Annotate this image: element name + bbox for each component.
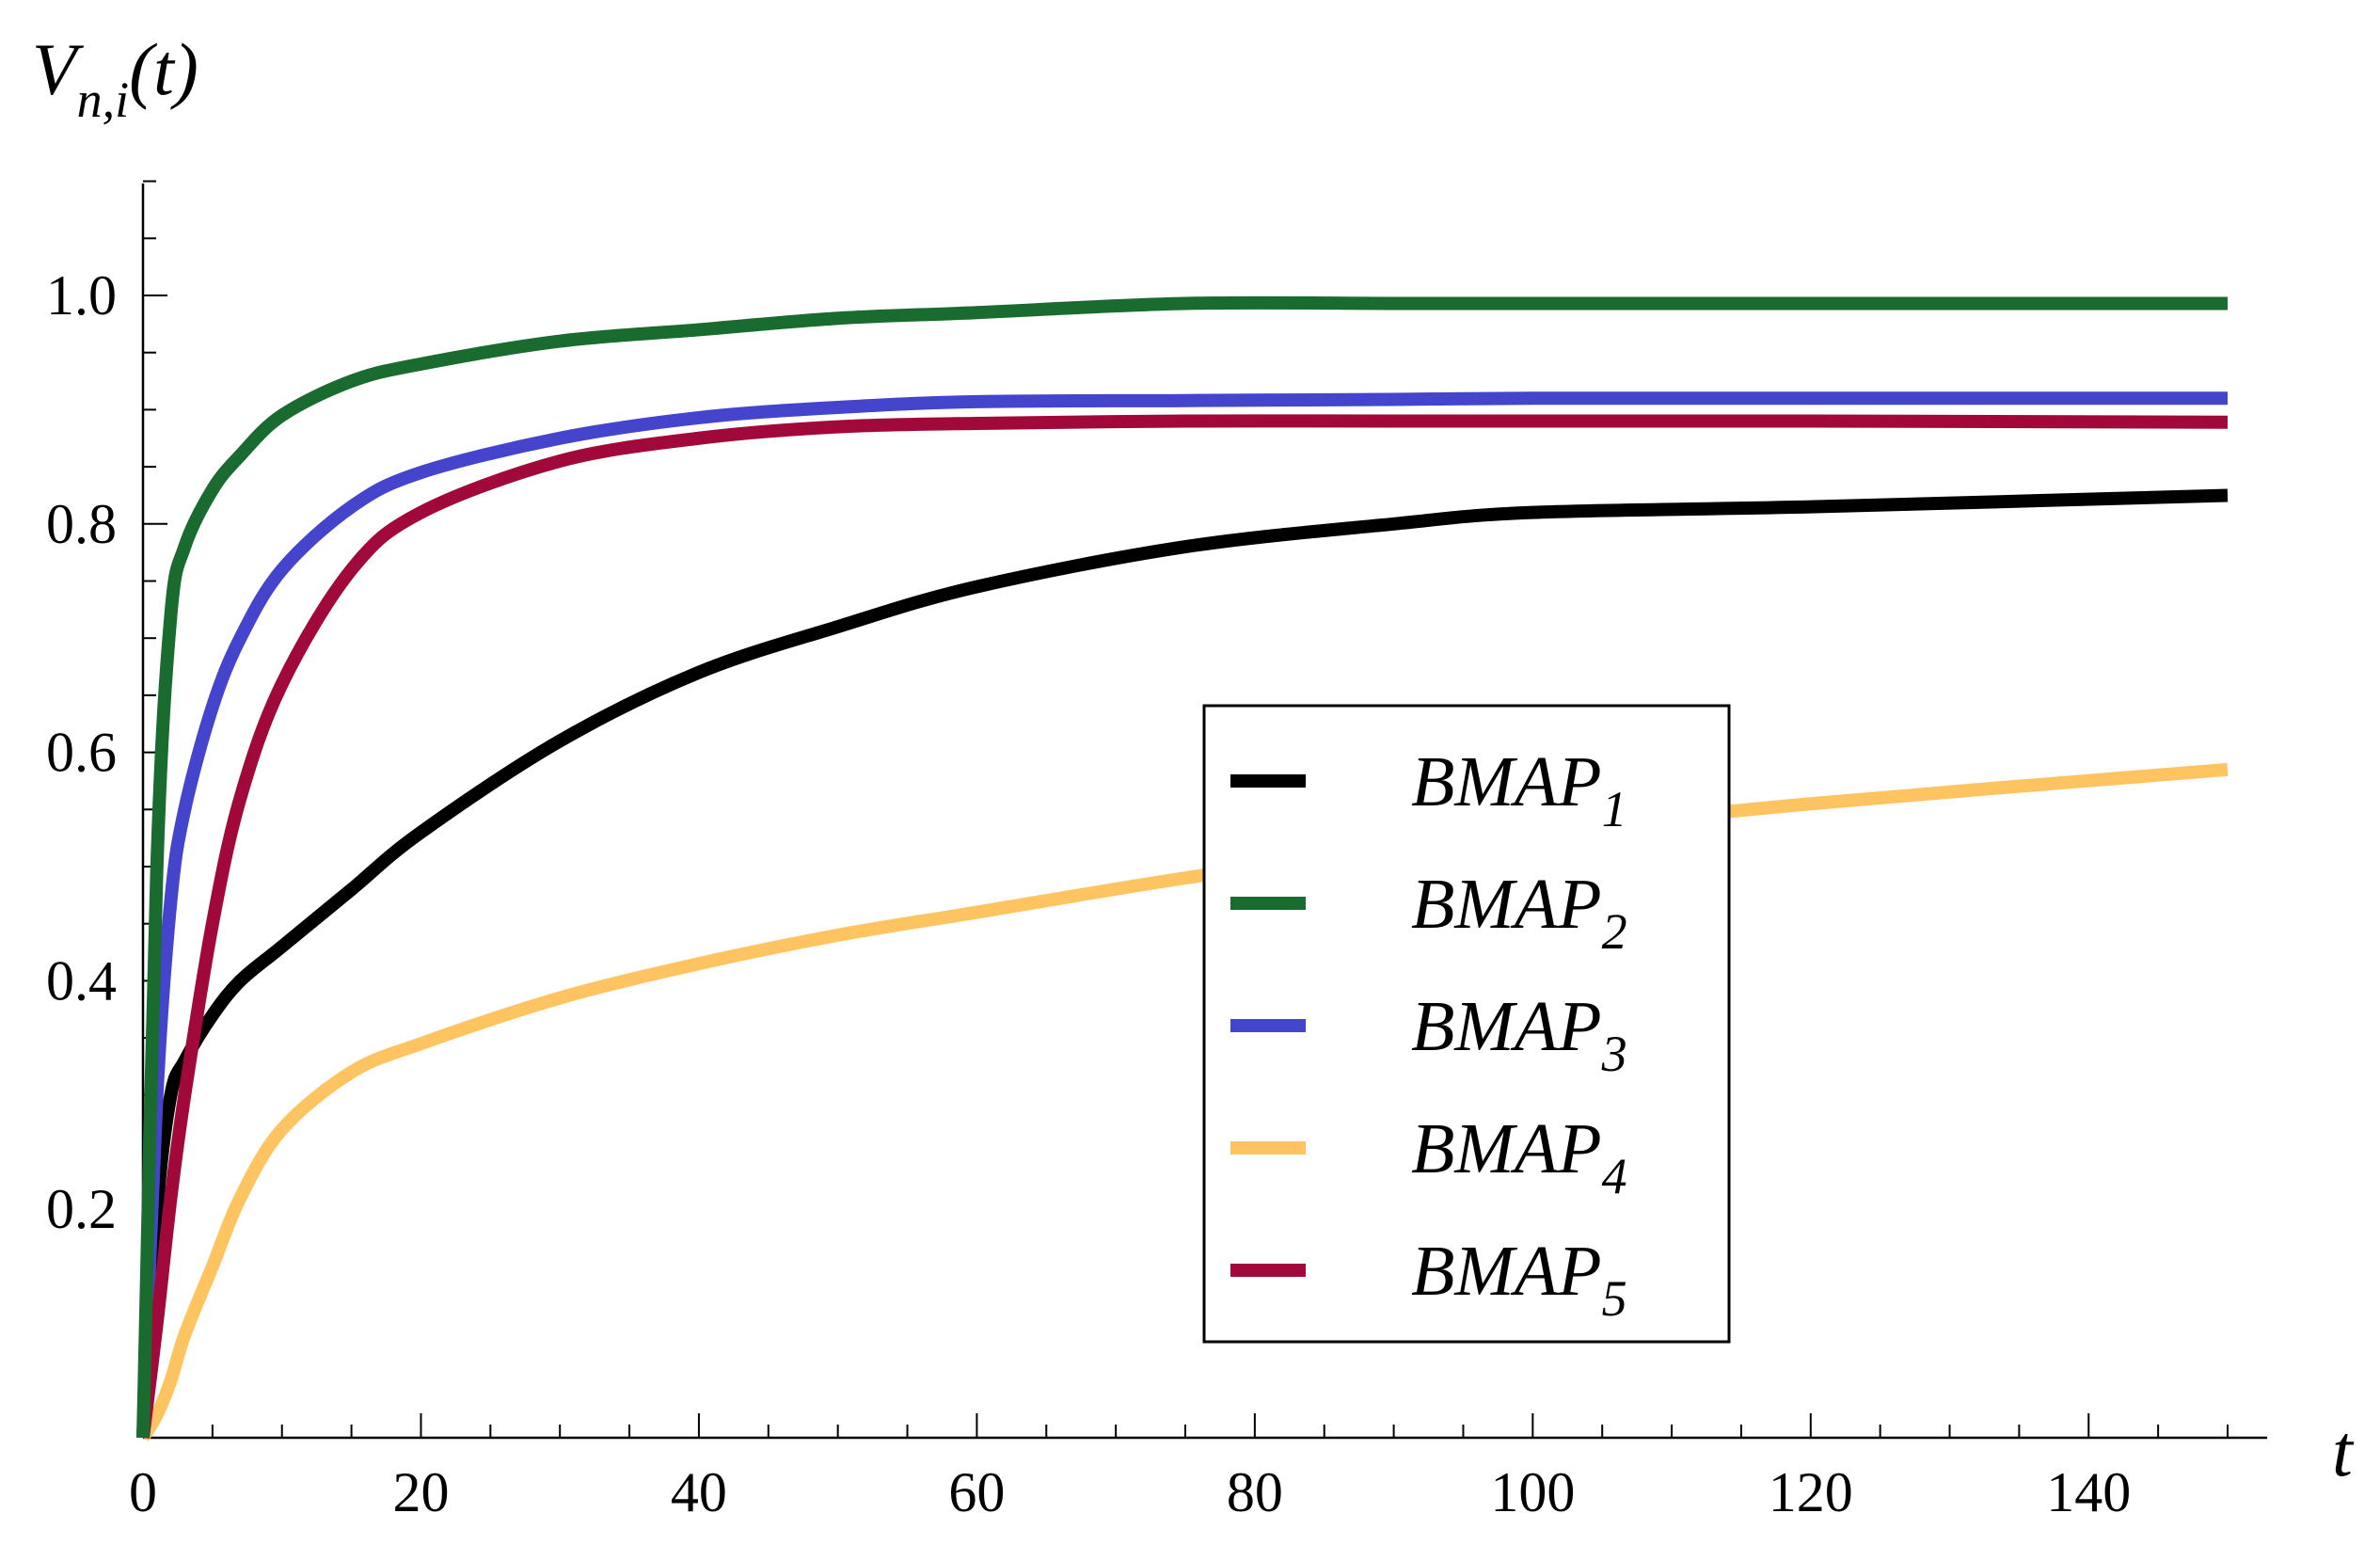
y-tick-label: 1.0 bbox=[46, 264, 117, 327]
x-tick-label: 20 bbox=[392, 1461, 449, 1523]
x-tick-label: 100 bbox=[1490, 1461, 1575, 1523]
series-lines bbox=[136, 295, 2229, 1442]
x-tick-label: 60 bbox=[948, 1461, 1005, 1523]
x-tick-label: 120 bbox=[1769, 1461, 1853, 1523]
axes: 0 20 40 60 80 100 120 140 0.2 0.4 0.6 0.8 1.0 t Vn,i(t… bbox=[32, 28, 2355, 1523]
legend-label: BMAP4 bbox=[1411, 1109, 1627, 1204]
y-tick-label: 0.4 bbox=[46, 949, 117, 1011]
legend-label: BMAP2 bbox=[1411, 865, 1627, 960]
series-line-bmap-2 bbox=[136, 295, 2228, 1439]
legend-label: BMAP1 bbox=[1411, 742, 1627, 837]
x-tick-label: 0 bbox=[129, 1461, 157, 1523]
legend: BMAP1 BMAP2 BMAP3 BMAP4 BMAP5 bbox=[1202, 704, 1731, 1344]
series-line-bmap-1 bbox=[136, 488, 2229, 1439]
y-axis-title: Vn,i(t) bbox=[32, 28, 198, 128]
y-tick-label: 0.2 bbox=[46, 1178, 117, 1240]
legend-label: BMAP3 bbox=[1411, 987, 1627, 1082]
series-line-bmap-5 bbox=[136, 414, 2229, 1439]
series-line-bmap-3 bbox=[136, 391, 2228, 1439]
x-tick-label: 140 bbox=[2046, 1461, 2131, 1523]
y-tick-label: 0.6 bbox=[46, 722, 117, 784]
series-line-bmap-4 bbox=[137, 762, 2229, 1442]
x-axis-title: t bbox=[2332, 1410, 2355, 1491]
x-tick-label: 80 bbox=[1227, 1461, 1283, 1523]
y-tick-label: 0.8 bbox=[46, 493, 117, 555]
x-tick-label: 40 bbox=[671, 1461, 727, 1523]
legend-label: BMAP5 bbox=[1411, 1232, 1627, 1327]
